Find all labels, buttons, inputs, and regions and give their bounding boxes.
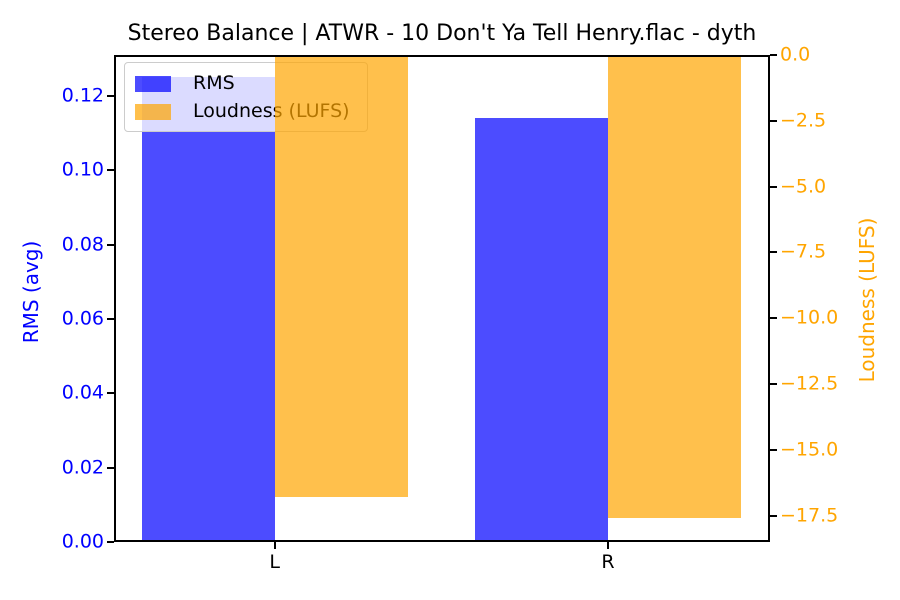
rms-bar-r bbox=[474, 118, 608, 542]
right-ytick-mark bbox=[770, 54, 777, 56]
xtick-label-r: R bbox=[601, 551, 615, 573]
xtick-label-l: L bbox=[269, 551, 281, 573]
right-ytick-label: −2.5 bbox=[780, 109, 827, 132]
right-ytick-mark bbox=[770, 185, 777, 188]
left-ytick-label: 0.04 bbox=[61, 381, 104, 404]
right-ytick-mark bbox=[770, 514, 777, 517]
left-ytick-label: 0.06 bbox=[61, 307, 104, 330]
left-ytick-mark bbox=[107, 466, 114, 469]
left-ytick-mark bbox=[107, 317, 114, 320]
left-ytick-mark bbox=[107, 243, 114, 246]
right-ytick-mark bbox=[770, 383, 777, 386]
legend-entry-rms: RMS bbox=[135, 73, 367, 94]
rms-legend-swatch bbox=[135, 75, 171, 92]
rms-bar-l bbox=[141, 77, 275, 542]
xtick-mark bbox=[273, 542, 276, 549]
left-ytick-label: 0.08 bbox=[61, 233, 104, 256]
right-ytick-label: −15.0 bbox=[780, 438, 839, 461]
right-ytick-label: −7.5 bbox=[780, 240, 827, 263]
left-ytick-mark bbox=[107, 169, 114, 172]
chart-title: Stereo Balance | ATWR - 10 Don't Ya Tell… bbox=[127, 21, 757, 46]
right-ytick-label: −5.0 bbox=[780, 175, 827, 198]
loudness-bar-r bbox=[607, 55, 742, 519]
left-ytick-mark bbox=[107, 541, 114, 543]
right-ytick-label: −10.0 bbox=[780, 306, 839, 329]
xtick-mark bbox=[606, 542, 609, 549]
right-ytick-mark bbox=[770, 448, 777, 451]
rms-legend-label: RMS bbox=[193, 72, 235, 94]
left-ytick-mark bbox=[107, 392, 114, 395]
right-ytick-mark bbox=[770, 317, 777, 320]
right-ytick-mark bbox=[770, 251, 777, 254]
right-ytick-label: −12.5 bbox=[780, 372, 839, 395]
loudness-bar-l bbox=[274, 55, 408, 498]
left-ytick-label: 0.12 bbox=[61, 84, 104, 107]
plot-area: RMS Loudness (LUFS) bbox=[114, 55, 770, 542]
left-ytick-label: 0.10 bbox=[61, 158, 104, 181]
right-ytick-label: 0.0 bbox=[780, 43, 811, 66]
loudness-legend-swatch bbox=[135, 103, 171, 120]
right-ytick-label: −17.5 bbox=[780, 504, 839, 527]
left-ytick-label: 0.00 bbox=[61, 530, 104, 553]
right-ytick-mark bbox=[770, 119, 777, 122]
left-ytick-mark bbox=[107, 94, 114, 97]
left-ytick-label: 0.02 bbox=[61, 456, 104, 479]
